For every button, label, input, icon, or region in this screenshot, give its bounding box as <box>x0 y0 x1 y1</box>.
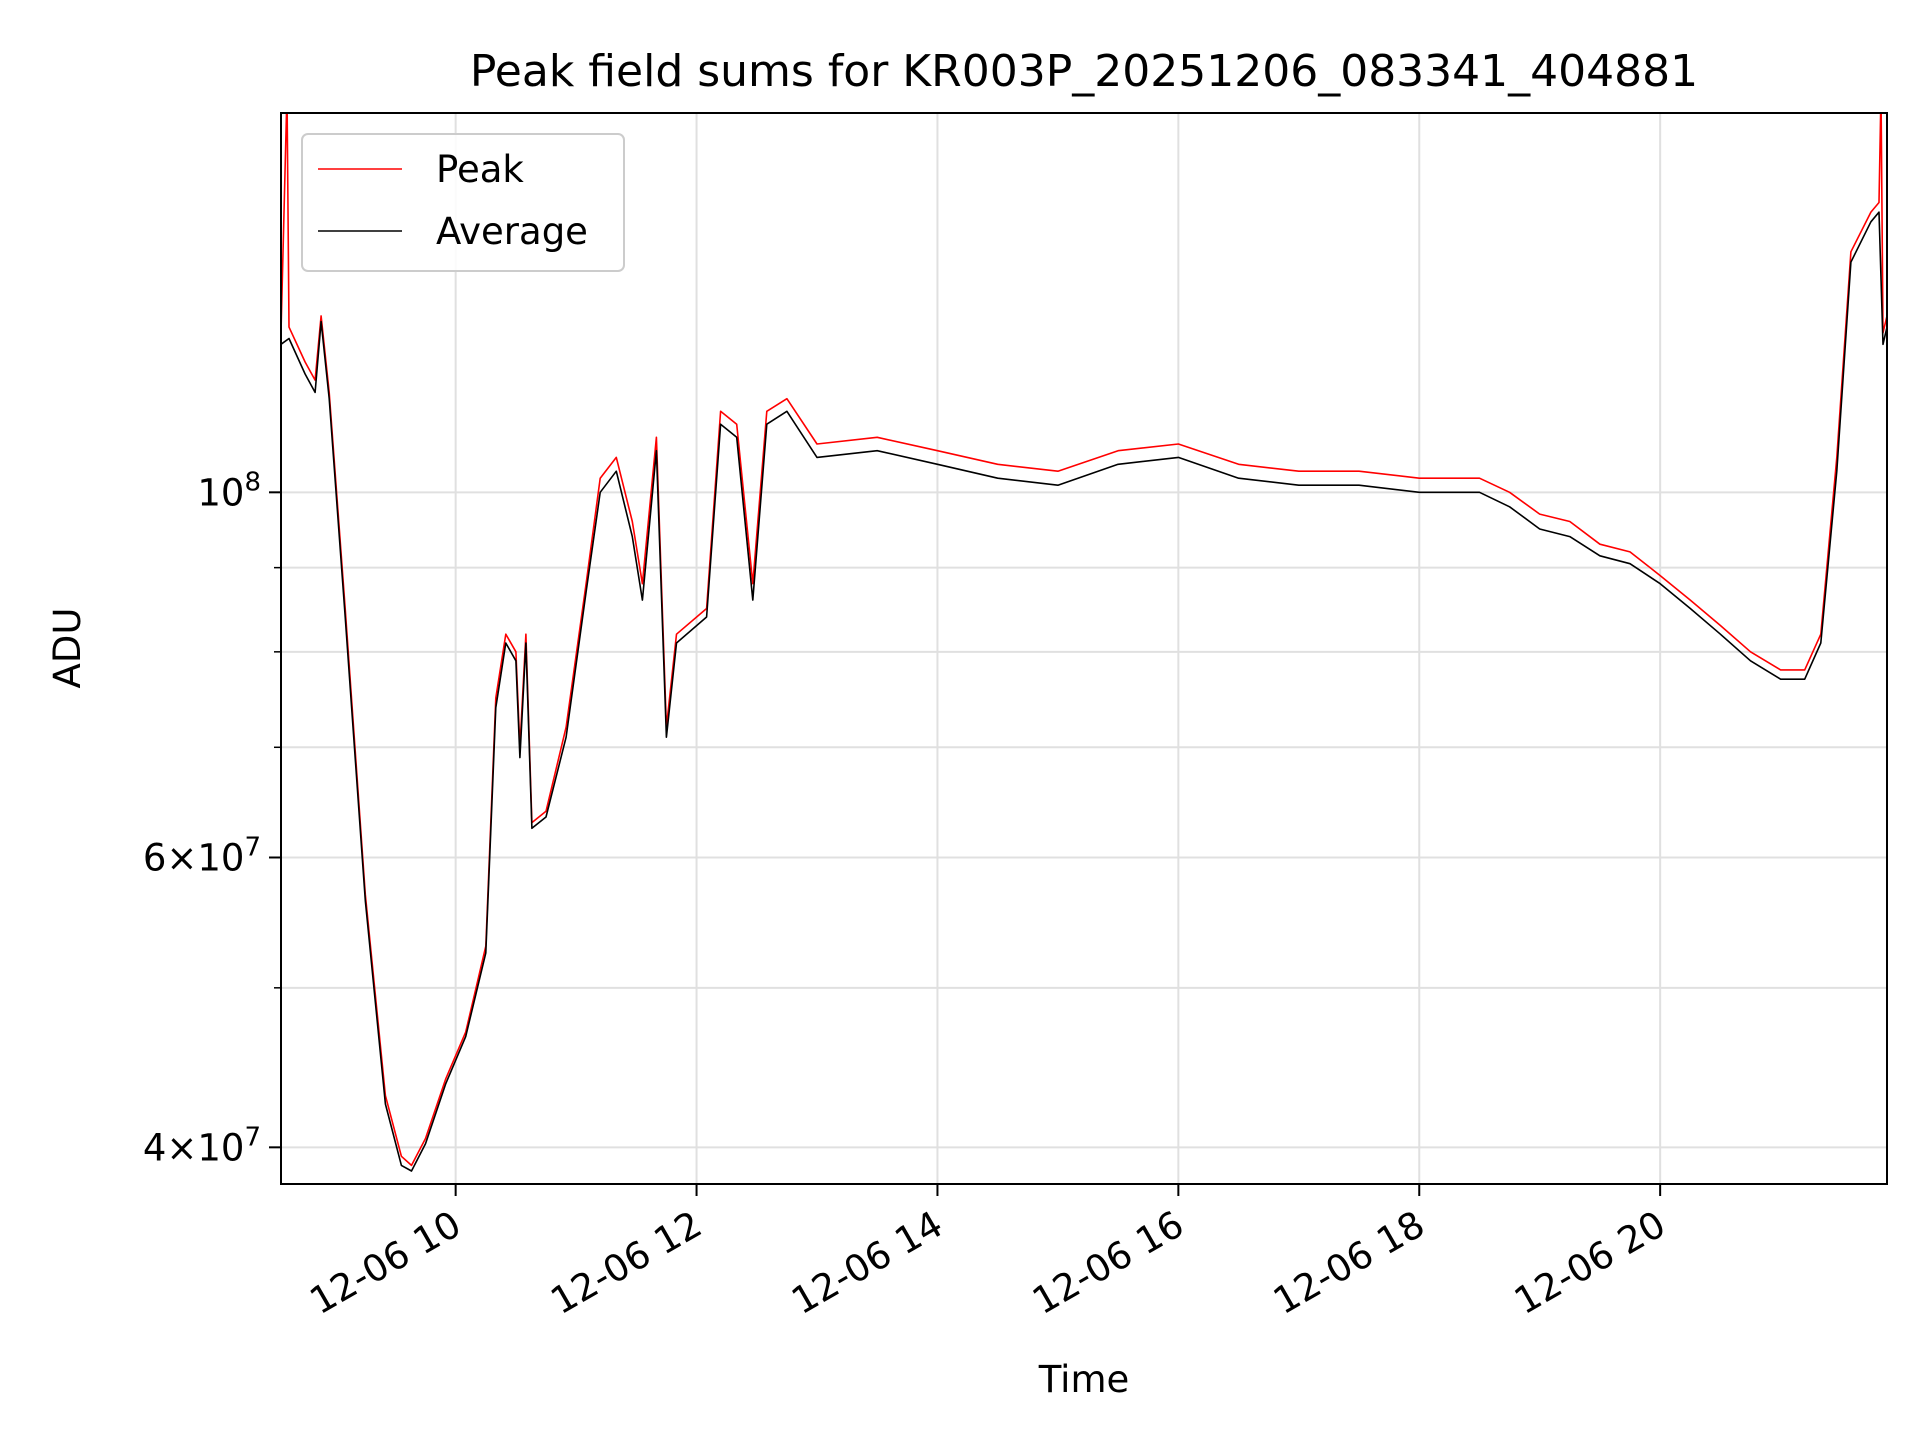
y-tick-label: 108 <box>197 467 261 514</box>
y-axis-label: ADU <box>46 608 89 689</box>
series-line-peak <box>281 113 1887 1167</box>
grid <box>281 113 1887 1184</box>
series-line-average <box>281 211 1887 1172</box>
plot-frame <box>280 112 1888 1185</box>
y-tick-label: 6×107 <box>143 832 261 879</box>
series-layer <box>281 113 1887 1172</box>
y-tick-label: 4×107 <box>143 1122 261 1169</box>
legend-label-average: Average <box>436 210 588 253</box>
x-axis-label: Time <box>1038 1358 1130 1401</box>
chart-title: Peak field sums for KR003P_20251206_0833… <box>470 46 1698 97</box>
legend-label-peak: Peak <box>436 148 524 191</box>
y-axis: 4×107 6×107 108 <box>143 467 281 1169</box>
legend: Peak Average <box>301 133 625 272</box>
